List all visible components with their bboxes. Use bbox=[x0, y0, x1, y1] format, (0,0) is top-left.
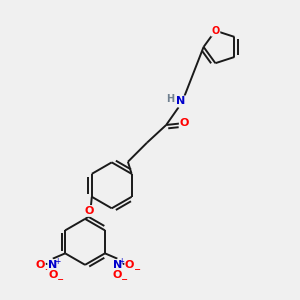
Text: −: − bbox=[131, 266, 141, 275]
Text: O: O bbox=[180, 118, 189, 128]
Text: O: O bbox=[112, 270, 122, 280]
Text: H: H bbox=[166, 94, 174, 104]
Text: O: O bbox=[48, 270, 58, 280]
Text: −: − bbox=[55, 275, 64, 285]
Text: O: O bbox=[125, 260, 134, 270]
Text: N: N bbox=[48, 260, 57, 270]
Text: +: + bbox=[54, 256, 60, 266]
Text: +: + bbox=[118, 256, 124, 266]
Text: −: − bbox=[42, 266, 52, 275]
Text: O: O bbox=[36, 260, 45, 270]
Text: O: O bbox=[211, 26, 220, 36]
Text: N: N bbox=[113, 260, 122, 270]
Text: N: N bbox=[176, 96, 185, 106]
Text: −: − bbox=[118, 275, 128, 285]
Text: O: O bbox=[85, 206, 94, 216]
